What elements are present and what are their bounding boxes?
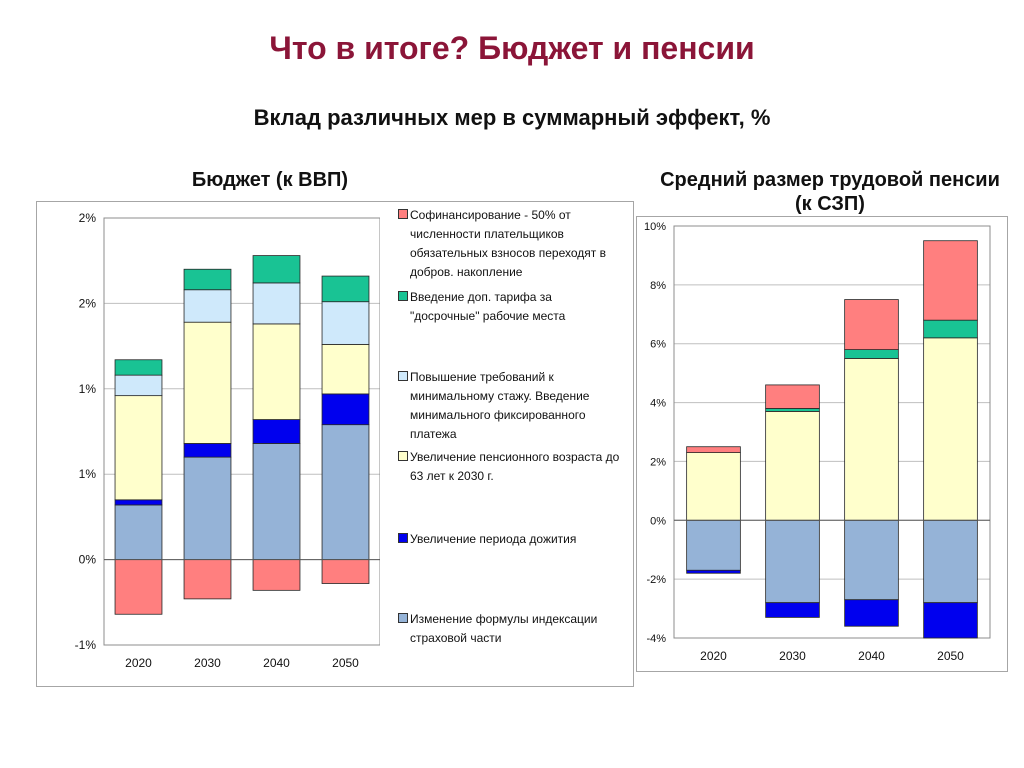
- bar-retirement_age-2020: [686, 452, 741, 521]
- bar-survival_period-2040: [844, 599, 899, 627]
- bar-cofinancing-2040: [844, 299, 899, 350]
- legend-label-min-tenure: Повышение требований к минимальному стаж…: [410, 370, 590, 441]
- bar-cofinancing-2040: [252, 559, 301, 591]
- slide-title: Что в итоге? Бюджет и пенсии: [269, 30, 755, 66]
- bar-extra_tariff-2030: [183, 268, 232, 291]
- bar-survival_period-2020: [114, 499, 163, 506]
- x-tick-label: 2050: [937, 649, 964, 663]
- legend-swatch-extra-tariff: [398, 291, 408, 301]
- legend-swatch-indexation: [398, 613, 408, 623]
- legend-label-retirement-age: Увеличение пенсионного возраста до 63 ле…: [410, 450, 620, 483]
- slide-subtitle: Вклад различных мер в суммарный эффект, …: [253, 105, 771, 130]
- bar-indexation-2030: [183, 456, 232, 560]
- y-tick-label: -1%: [75, 638, 97, 652]
- bar-extra_tariff-2020: [114, 359, 163, 376]
- bar-retirement_age-2020: [114, 395, 163, 501]
- bar-indexation-2050: [923, 519, 978, 604]
- legend-label-indexation: Изменение формулы индексации страховой ч…: [410, 612, 598, 645]
- bar-survival_period-2030: [183, 443, 232, 458]
- bar-extra_tariff-2040: [252, 255, 301, 284]
- bar-survival_period-2050: [923, 602, 978, 639]
- bar-cofinancing-2030: [183, 559, 232, 600]
- bar-extra_tariff-2040: [844, 349, 899, 359]
- bar-indexation-2050: [321, 424, 370, 561]
- bar-survival_period-2020: [686, 569, 741, 574]
- bar-retirement_age-2040: [844, 358, 899, 521]
- x-tick-label: 2040: [858, 649, 885, 663]
- pension-chart: -4% -2% 0% 2% 4% 6% 8% 10% 2020 2030 2040 2050: [644, 221, 991, 663]
- legend-label-survival-period: Увеличение периода дожития: [410, 532, 577, 546]
- y-tick-label: 10%: [644, 221, 666, 233]
- y-tick-label: 1%: [79, 467, 97, 481]
- bar-survival_period-2040: [252, 419, 301, 444]
- x-tick-label: 2020: [125, 656, 152, 670]
- bar-extra_tariff-2050: [923, 319, 978, 339]
- bar-retirement_age-2050: [923, 337, 978, 521]
- y-tick-label: 0%: [650, 515, 666, 527]
- legend-label-extra-tariff: Введение доп. тарифа за "досрочные" рабо…: [410, 290, 566, 323]
- x-tick-label: 2020: [700, 649, 727, 663]
- legend-swatch-min-tenure: [398, 371, 408, 381]
- legend-swatch-cofinancing: [398, 209, 408, 219]
- bar-indexation-2030: [765, 519, 820, 604]
- bar-extra_tariff-2030: [765, 408, 820, 412]
- y-tick-label: 8%: [650, 280, 666, 292]
- plot-area: [673, 225, 991, 639]
- bar-indexation-2040: [252, 443, 301, 560]
- bar-min_tenure-2030: [183, 289, 232, 323]
- x-tick-label: 2040: [263, 656, 290, 670]
- y-tick-label: 2%: [650, 456, 666, 468]
- legend-label-cofinancing: Софинансирование - 50% от численности пл…: [410, 208, 606, 279]
- bar-indexation-2040: [844, 519, 899, 601]
- bar-retirement_age-2030: [183, 321, 232, 444]
- budget-chart: -1% 0% 1% 1% 2% 2% 2020 2030 2040 2050: [75, 211, 380, 670]
- legend-swatch-survival-period: [398, 533, 408, 543]
- legend-swatch-retirement-age: [398, 451, 408, 461]
- y-tick-label: 0%: [79, 553, 97, 567]
- y-tick-label: 6%: [650, 339, 666, 351]
- y-tick-label: -2%: [646, 574, 666, 586]
- bar-indexation-2020: [686, 519, 741, 571]
- bar-retirement_age-2050: [321, 343, 370, 395]
- bar-retirement_age-2030: [765, 410, 820, 521]
- y-tick-label: -4%: [646, 633, 666, 645]
- bar-survival_period-2050: [321, 393, 370, 426]
- bar-cofinancing-2050: [321, 559, 370, 584]
- x-tick-label: 2050: [332, 656, 359, 670]
- bar-cofinancing-2020: [686, 446, 741, 453]
- y-tick-label: 2%: [79, 211, 97, 225]
- bar-extra_tariff-2050: [321, 275, 370, 303]
- y-tick-label: 1%: [79, 382, 97, 396]
- pension-chart-title: Средний размер трудовой пенсии (к СЗП): [660, 169, 1000, 215]
- x-tick-label: 2030: [194, 656, 221, 670]
- bar-indexation-2020: [114, 504, 163, 560]
- bar-survival_period-2030: [765, 602, 820, 618]
- chart-legend: Софинансирование - 50% от численности пл…: [392, 206, 630, 650]
- bar-min_tenure-2020: [114, 374, 163, 397]
- bar-retirement_age-2040: [252, 323, 301, 420]
- bar-cofinancing-2020: [114, 559, 163, 615]
- y-tick-label: 2%: [79, 296, 97, 310]
- x-tick-label: 2030: [779, 649, 806, 663]
- budget-chart-title: Бюджет (к ВВП): [191, 169, 349, 191]
- bar-min_tenure-2040: [252, 282, 301, 325]
- bar-min_tenure-2050: [321, 301, 370, 345]
- y-tick-label: 4%: [650, 398, 666, 410]
- bar-cofinancing-2030: [765, 384, 820, 409]
- bar-cofinancing-2050: [923, 240, 978, 321]
- plot-area: [103, 217, 380, 646]
